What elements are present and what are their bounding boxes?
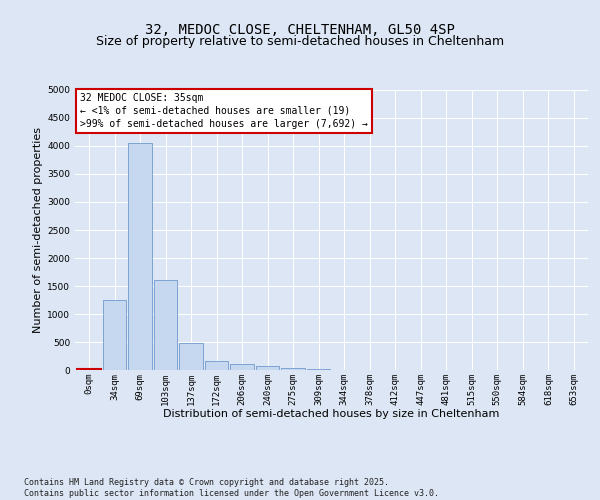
Text: Contains HM Land Registry data © Crown copyright and database right 2025.
Contai: Contains HM Land Registry data © Crown c…	[24, 478, 439, 498]
Text: 32, MEDOC CLOSE, CHELTENHAM, GL50 4SP: 32, MEDOC CLOSE, CHELTENHAM, GL50 4SP	[145, 22, 455, 36]
Bar	[281, 368, 305, 370]
Bar	[205, 361, 229, 370]
Y-axis label: Number of semi-detached properties: Number of semi-detached properties	[33, 127, 43, 333]
Text: Size of property relative to semi-detached houses in Cheltenham: Size of property relative to semi-detach…	[96, 35, 504, 48]
Bar	[128, 143, 152, 370]
Bar	[154, 280, 178, 370]
X-axis label: Distribution of semi-detached houses by size in Cheltenham: Distribution of semi-detached houses by …	[163, 409, 500, 419]
Bar	[103, 300, 126, 370]
Bar	[179, 343, 203, 370]
Bar	[256, 366, 280, 370]
Text: 32 MEDOC CLOSE: 35sqm
← <1% of semi-detached houses are smaller (19)
>99% of sem: 32 MEDOC CLOSE: 35sqm ← <1% of semi-deta…	[80, 93, 368, 129]
Bar	[230, 364, 254, 370]
Bar	[77, 369, 101, 370]
